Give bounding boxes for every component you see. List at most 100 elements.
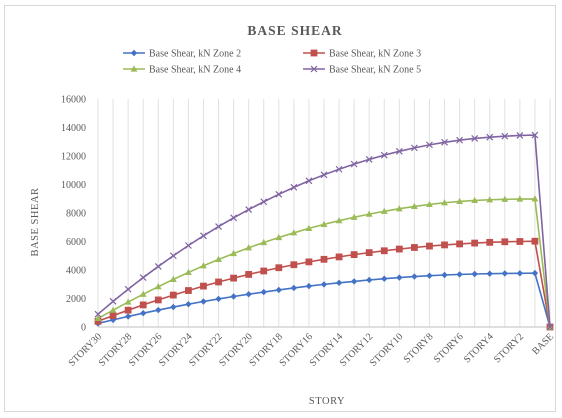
data-point <box>275 264 283 272</box>
data-point <box>275 286 282 294</box>
data-point <box>139 274 147 281</box>
data-point <box>140 309 147 317</box>
y-axis-title: BASE SHEAR <box>30 188 41 257</box>
data-point <box>516 270 524 277</box>
x-tick-label: STORY10 <box>368 331 406 369</box>
data-point <box>531 195 539 202</box>
data-point <box>94 314 102 322</box>
data-point <box>395 205 403 212</box>
data-point <box>395 147 403 155</box>
data-point <box>441 241 448 249</box>
data-point <box>154 283 162 290</box>
y-tick-label: 6000 <box>66 237 86 248</box>
y-tick-label: 16000 <box>61 95 86 106</box>
legend-label: Base Shear, kN Zone 2 <box>149 49 241 60</box>
y-tick-label: 12000 <box>61 152 86 163</box>
data-point <box>320 281 328 288</box>
legend-item-zone-5: Base Shear, kN Zone 5 <box>303 65 421 76</box>
data-point <box>155 306 162 314</box>
data-point <box>290 183 298 191</box>
data-point <box>546 323 554 331</box>
x-tick-label: BASE <box>530 331 556 357</box>
data-point <box>365 155 373 163</box>
data-point <box>350 160 358 168</box>
data-point <box>350 251 358 259</box>
legend-marker <box>310 49 318 57</box>
data-point <box>154 263 162 270</box>
data-point <box>426 242 433 250</box>
data-point <box>516 238 524 245</box>
data-point <box>501 195 509 202</box>
data-point <box>230 274 237 282</box>
data-point <box>169 252 177 260</box>
data-point <box>426 272 433 279</box>
y-tick-label: 2000 <box>66 294 86 305</box>
data-point <box>230 249 237 257</box>
data-point <box>139 290 147 297</box>
data-point <box>305 224 313 231</box>
data-point <box>381 275 388 282</box>
data-point <box>124 298 132 305</box>
data-point <box>471 135 479 142</box>
data-point <box>365 249 373 257</box>
data-point <box>380 207 388 214</box>
data-point <box>456 197 463 205</box>
legend-marker <box>130 65 138 72</box>
data-point <box>441 199 448 206</box>
data-point <box>320 220 328 227</box>
legend-label: Base Shear, kN Zone 5 <box>329 65 421 76</box>
data-point <box>380 151 388 159</box>
data-point <box>366 276 373 284</box>
legend-marker <box>310 65 318 73</box>
plot-area: 0 2000 4000 6000 8000 10000 12000 14000 16000 STO… <box>61 95 556 369</box>
data-point <box>124 313 132 320</box>
data-point <box>200 282 207 290</box>
data-point <box>531 237 539 245</box>
data-point <box>305 282 313 290</box>
y-tick-label: 0 <box>81 323 86 334</box>
data-point <box>456 240 463 248</box>
data-point <box>411 273 418 280</box>
legend-item-zone-2: Base Shear, kN Zone 2 <box>123 49 241 60</box>
data-point <box>290 284 298 292</box>
data-point <box>184 242 192 249</box>
data-point <box>275 190 283 198</box>
data-point <box>290 229 298 236</box>
data-point <box>380 247 388 255</box>
data-point <box>124 285 132 293</box>
data-point <box>441 271 448 279</box>
data-point <box>109 306 117 313</box>
data-point <box>501 270 508 277</box>
data-point <box>441 138 448 146</box>
data-point <box>185 287 192 294</box>
data-point <box>154 296 162 304</box>
data-point <box>124 306 132 314</box>
data-point <box>200 298 207 305</box>
data-point <box>486 238 494 246</box>
data-point <box>411 244 418 251</box>
data-point <box>335 253 343 261</box>
data-point <box>426 141 433 149</box>
chart-title: BASE SHEAR <box>247 23 342 38</box>
chart-frame: BASE SHEAR Base Shear, kN Zone 2 Base She… <box>4 5 556 412</box>
data-point <box>350 213 358 220</box>
data-point <box>109 312 117 319</box>
data-point <box>260 267 268 275</box>
data-point <box>109 297 117 305</box>
data-point <box>170 303 177 311</box>
data-point <box>200 262 207 269</box>
data-point <box>456 271 463 278</box>
data-point <box>531 269 539 277</box>
x-tick-label: STORY6 <box>432 331 466 365</box>
data-point <box>320 255 328 263</box>
data-point <box>396 274 403 281</box>
data-point <box>215 223 222 230</box>
y-tick-label: 8000 <box>66 209 86 220</box>
data-point <box>305 177 313 185</box>
data-point <box>215 295 222 303</box>
data-point <box>395 245 403 253</box>
data-point <box>245 206 253 214</box>
legend-item-zone-4: Base Shear, kN Zone 4 <box>123 65 241 76</box>
data-point <box>501 238 509 246</box>
data-point <box>169 275 177 283</box>
